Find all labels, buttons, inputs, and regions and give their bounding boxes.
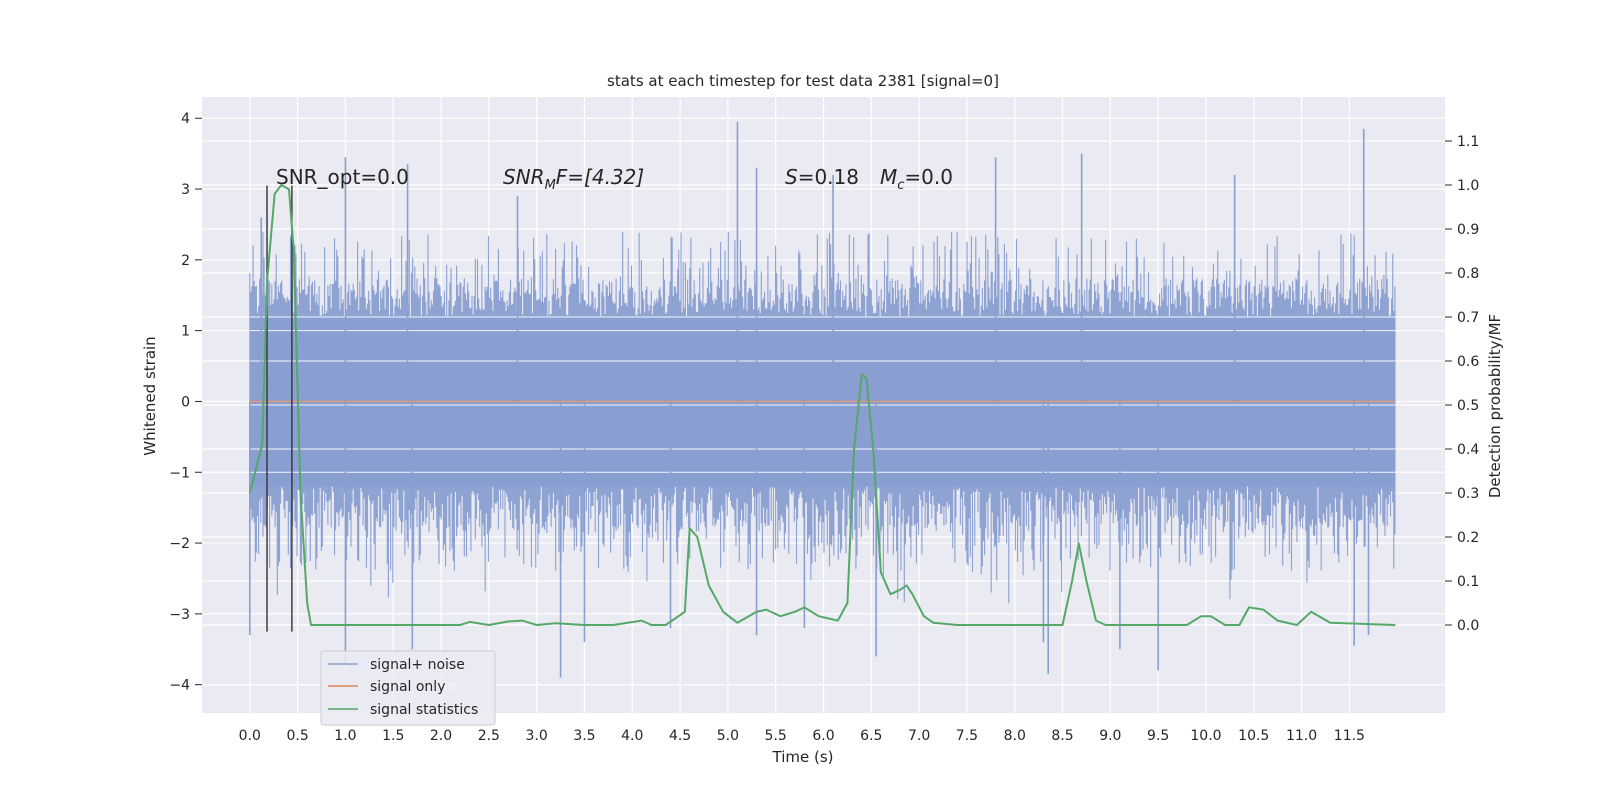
x-tick-label: 0.0	[239, 728, 261, 744]
legend-hidden-text: se	[440, 678, 456, 694]
stats-series	[248, 184, 1396, 626]
annotation-snr-mf: SNRMF=[4.32]	[503, 165, 644, 193]
marker-lines	[266, 185, 293, 632]
annotation-snr-opt: SNR_opt=0.0	[276, 165, 409, 189]
y2-tick-label: 0.7	[1457, 310, 1479, 326]
y2-tick-label: 1.0	[1457, 178, 1479, 194]
x-tick-label: 2.0	[430, 728, 452, 744]
chart-title: stats at each timestep for test data 238…	[607, 72, 999, 90]
annotation-mc: Mc=0.0	[880, 165, 953, 193]
x-tick-label: 7.5	[956, 728, 978, 744]
s-value: =0.18	[798, 165, 859, 189]
y-tick-label: 4	[181, 111, 190, 127]
y-tick-label: 0	[181, 394, 190, 410]
x-tick-label: 7.0	[908, 728, 930, 744]
x-tick-label: 9.0	[1099, 728, 1121, 744]
x-axis-label: Time (s)	[772, 748, 834, 766]
s-label: S	[785, 165, 798, 189]
y-tick-label: 2	[181, 253, 190, 269]
y2-tick-label: 0.1	[1457, 574, 1479, 590]
x-tick-label: 5.0	[717, 728, 739, 744]
y-tick-label: −2	[169, 536, 190, 552]
y2-tick-label: 0.8	[1457, 266, 1479, 282]
y-tick-label: −4	[169, 678, 190, 694]
mc-sub: c	[897, 178, 904, 193]
legend-label-stats: signal statistics	[370, 702, 478, 718]
y2-axis-ticks: 1.1 1.0 0.9 0.8 0.7 0.6 0.5 0.4 0.3 0.2 0.1 0.0	[1445, 134, 1479, 634]
x-tick-label: 10.5	[1238, 728, 1269, 744]
legend: se signal+ noise signal only signal stat…	[320, 650, 496, 726]
x-tick-label: 8.5	[1051, 728, 1073, 744]
y2-tick-label: 0.6	[1457, 354, 1479, 370]
x-tick-label: 1.5	[382, 728, 404, 744]
x-tick-label: 0.5	[286, 728, 308, 744]
stats-line	[248, 184, 1396, 626]
y-axis-ticks: 4 3 2 1 0 −1 −2 −3 −4	[169, 111, 202, 694]
x-tick-label: 6.5	[860, 728, 882, 744]
y2-tick-label: 0.2	[1457, 530, 1479, 546]
mc-value: =0.0	[904, 165, 953, 189]
y2-axis-label: Detection probability/MF	[1486, 314, 1504, 498]
x-tick-label: 11.0	[1286, 728, 1317, 744]
x-axis-ticks: 0.0 0.5 1.0 1.5 2.0 2.5 3.0 3.5 4.0 4.5 5.0 5.5 6.0 6…	[239, 728, 1365, 744]
y-tick-label: 1	[181, 324, 190, 340]
y-axis-label: Whitened strain	[141, 336, 159, 455]
mc-label: M	[880, 165, 897, 189]
y2-tick-label: 0.4	[1457, 442, 1479, 458]
x-tick-label: 8.0	[1004, 728, 1026, 744]
y2-tick-label: 1.1	[1457, 134, 1479, 150]
x-tick-label: 9.5	[1147, 728, 1169, 744]
y-tick-label: −1	[169, 465, 190, 481]
x-tick-label: 11.5	[1334, 728, 1365, 744]
y-tick-label: −3	[169, 607, 190, 623]
y2-tick-label: 0.9	[1457, 222, 1479, 238]
x-tick-label: 6.0	[812, 728, 834, 744]
x-tick-label: 10.0	[1190, 728, 1221, 744]
x-tick-label: 3.5	[573, 728, 595, 744]
annotation-s: S=0.18	[785, 165, 859, 189]
y-tick-label: 3	[181, 182, 190, 198]
x-tick-label: 2.5	[478, 728, 500, 744]
legend-frame	[320, 650, 496, 726]
legend-label-signal-only: signal only	[370, 679, 445, 695]
y2-tick-label: 0.0	[1457, 618, 1479, 634]
x-tick-label: 4.0	[621, 728, 643, 744]
snr-mf-f: F=[4.32]	[556, 165, 644, 189]
snr-mf-base: SNR	[503, 165, 545, 189]
y2-tick-label: 0.3	[1457, 486, 1479, 502]
legend-label-noise: signal+ noise	[370, 657, 465, 673]
x-tick-label: 4.5	[669, 728, 691, 744]
x-tick-label: 5.5	[765, 728, 787, 744]
x-tick-label: 1.0	[334, 728, 356, 744]
x-tick-label: 3.0	[526, 728, 548, 744]
snr-mf-sub: M	[545, 178, 556, 193]
y2-tick-label: 0.5	[1457, 398, 1479, 414]
